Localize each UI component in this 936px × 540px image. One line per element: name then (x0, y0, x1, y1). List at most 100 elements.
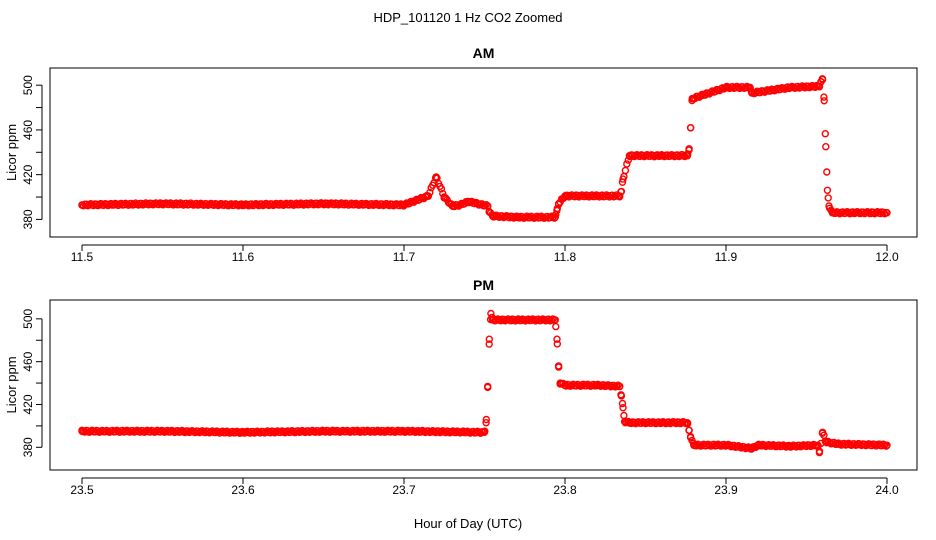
data-point (722, 441, 730, 449)
data-point (158, 427, 167, 435)
x-tick-label: 23.9 (714, 483, 738, 497)
data-point (480, 428, 489, 436)
panel-title: PM (473, 277, 494, 293)
data-point (547, 316, 556, 324)
data-point (554, 199, 563, 208)
panel-am: AM Licor ppm 11.5 11.6 11.7 11.8 11.9 12.0 380 42… (4, 45, 918, 264)
data-point (432, 173, 440, 181)
data-point (485, 335, 493, 343)
x-tick-label: 12.0 (875, 250, 899, 264)
data-point (482, 200, 490, 209)
data-point (686, 432, 695, 441)
data-point (690, 441, 698, 449)
y-tick-label: 460 (21, 351, 35, 371)
data-point (550, 214, 559, 222)
data-point (683, 419, 692, 427)
data-point (239, 201, 247, 209)
y-tick-label: 420 (21, 164, 35, 184)
data-point (707, 88, 715, 96)
data-point (883, 441, 891, 449)
data-point (552, 322, 560, 331)
data-point (818, 75, 827, 84)
data-point (688, 94, 696, 103)
data-point (482, 415, 490, 424)
x-tick-label: 23.7 (392, 483, 416, 497)
data-point (437, 185, 446, 193)
data-point (561, 192, 569, 200)
data-point (625, 151, 634, 160)
data-point (786, 83, 795, 92)
y-tick-label: 500 (21, 309, 35, 329)
data-point (657, 419, 666, 427)
y-tick-label: 380 (21, 209, 35, 229)
data-point (158, 199, 167, 208)
data-point (828, 208, 836, 217)
data-point (485, 340, 493, 348)
data-point (488, 316, 497, 324)
data-point (513, 316, 521, 324)
y-tick-label: 460 (21, 120, 35, 140)
data-point (553, 206, 561, 215)
data-point (697, 91, 705, 100)
data-point (815, 82, 824, 91)
data-point (553, 335, 561, 343)
data-point (685, 146, 693, 154)
data-point (822, 142, 830, 151)
data-point (619, 175, 627, 183)
x-tick-label: 11.6 (232, 250, 255, 264)
data-point (319, 427, 328, 435)
y-tick-label: 500 (21, 75, 35, 95)
data-point (748, 444, 756, 453)
data-point (621, 166, 630, 175)
data-point (814, 441, 822, 449)
data-points (78, 309, 891, 457)
plot-frame (49, 67, 918, 238)
x-tick-label: 11.5 (71, 250, 94, 264)
data-point (722, 83, 730, 92)
data-point (616, 382, 624, 390)
data-point (619, 404, 627, 412)
x-tick-label: 11.9 (715, 250, 738, 264)
data-point (883, 208, 891, 217)
data-point (620, 417, 629, 426)
data-point (593, 192, 601, 200)
data-point (820, 97, 828, 105)
data-point (821, 129, 829, 138)
data-point (818, 428, 827, 436)
data-point (741, 83, 750, 92)
x-tick-label: 11.8 (554, 250, 577, 264)
data-point (554, 362, 563, 370)
data-point (400, 427, 408, 435)
data-point (553, 340, 561, 348)
panel-pm: PM Licor ppm 23.5 23.6 23.7 23.8 23.9 24.0 380 42… (4, 277, 918, 497)
data-point (616, 192, 624, 200)
data-point (551, 316, 559, 324)
y-axis-label: Licor ppm (4, 356, 19, 413)
data-point (825, 202, 833, 210)
panel-title: AM (473, 45, 495, 61)
data-point (623, 160, 631, 168)
data-point (786, 442, 795, 450)
data-point (487, 309, 495, 318)
data-point (611, 192, 619, 201)
data-point (319, 199, 328, 208)
data-point (748, 89, 756, 97)
data-point (593, 381, 601, 389)
data-point (617, 187, 626, 196)
data-point (618, 399, 627, 408)
data-point (851, 208, 859, 217)
data-point (824, 194, 832, 202)
data-point (400, 201, 408, 209)
data-point (464, 197, 473, 206)
data-point (685, 426, 693, 434)
figure-title: HDP_101120 1 Hz CO2 Zoomed (373, 10, 562, 25)
data-point (823, 186, 832, 195)
data-point (456, 201, 464, 209)
data-point (481, 202, 489, 210)
data-point (822, 438, 830, 446)
data-point (488, 212, 497, 220)
data-point (482, 419, 490, 427)
data-point (448, 202, 456, 210)
y-tick-label: 380 (21, 437, 35, 457)
